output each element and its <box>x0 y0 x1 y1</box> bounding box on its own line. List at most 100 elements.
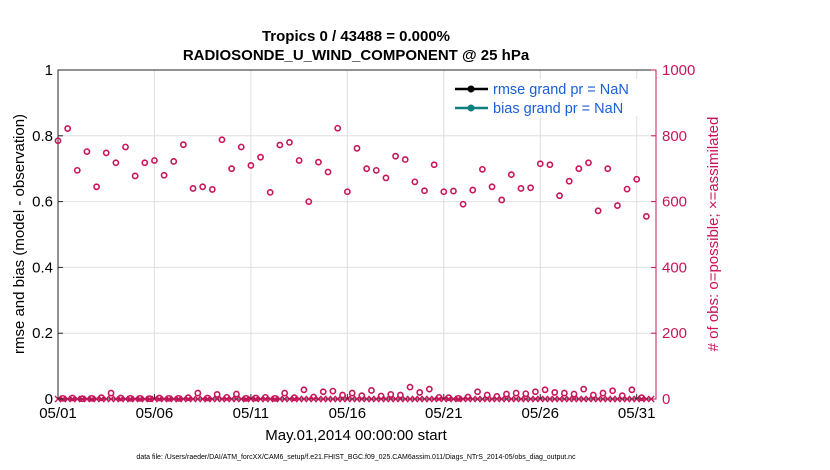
possible-point <box>416 389 424 396</box>
legend-bias-marker <box>467 104 475 112</box>
possible-point <box>570 390 578 398</box>
legend-bias-label: bias grand pr = NaN <box>493 101 623 117</box>
possible-point <box>541 386 549 394</box>
data-marks <box>54 124 655 403</box>
possible-point <box>614 202 621 209</box>
possible-point <box>228 165 236 173</box>
y-axis-label-left: rmse and bias (model - observation) <box>11 114 28 354</box>
possible-point <box>556 192 563 200</box>
possible-point <box>343 188 351 196</box>
y-tick-label-left: 0 <box>45 391 53 408</box>
possible-point <box>93 183 100 191</box>
possible-point <box>623 185 631 193</box>
possible-point <box>546 161 554 169</box>
y-tick-label-right: 600 <box>662 194 687 211</box>
possible-point <box>175 394 182 402</box>
footer-data-file: data file: /Users/raeder/DAI/ATM_forcXX/… <box>136 454 576 461</box>
possible-point <box>522 390 530 398</box>
possible-point <box>112 159 120 167</box>
possible-point <box>585 159 592 167</box>
possible-point <box>319 388 327 396</box>
possible-point <box>141 159 149 167</box>
possible-point <box>117 394 125 402</box>
possible-point <box>218 136 226 144</box>
possible-point <box>478 165 486 173</box>
possible-point <box>527 184 535 192</box>
possible-point <box>146 395 154 403</box>
possible-point <box>411 178 419 186</box>
possible-point <box>474 388 481 396</box>
possible-point <box>401 156 409 163</box>
possible-point <box>551 389 559 396</box>
x-tick-label: 05/11 <box>233 405 269 422</box>
possible-point <box>155 394 163 402</box>
y-tick-label-left: 0.4 <box>32 259 53 276</box>
possible-point <box>604 165 612 173</box>
x-tick-label: 05/16 <box>329 405 367 422</box>
possible-point <box>580 385 588 393</box>
axis-ticks: 05/01 05/06 05/11 05/16 05/21 05/26 05/31 0 0.2 0… <box>32 62 695 422</box>
possible-point <box>300 386 308 394</box>
y-axis-label-right: # of obs: o=possible; ×=assimilated <box>705 117 722 352</box>
x-tick-label: 05/26 <box>521 405 559 422</box>
y-tick-label-right: 200 <box>662 325 687 342</box>
x-tick-label: 05/01 <box>39 405 77 422</box>
possible-point <box>151 157 158 164</box>
possible-point <box>368 387 375 394</box>
possible-point <box>271 394 279 402</box>
chart-title-line1: Tropics 0 / 43488 = 0.000% <box>262 28 450 45</box>
possible-point <box>199 183 207 191</box>
possible-point <box>507 171 515 179</box>
possible-point <box>102 149 110 157</box>
possible-point <box>454 394 462 402</box>
possible-point <box>372 166 380 174</box>
possible-point <box>517 185 525 192</box>
x-axis-label: May.01,2014 00:00:00 start <box>265 427 447 444</box>
x-tick-label: 05/21 <box>425 405 463 422</box>
possible-point <box>257 153 264 161</box>
possible-point <box>633 175 641 183</box>
possible-point <box>532 388 539 396</box>
possible-point <box>189 185 197 192</box>
possible-point <box>107 389 115 397</box>
x-tick-label: 05/06 <box>136 405 174 422</box>
possible-point <box>122 143 129 151</box>
y-tick-label-right: 800 <box>662 128 687 145</box>
possible-point <box>54 137 62 145</box>
possible-point <box>266 188 274 196</box>
possible-point <box>160 171 168 179</box>
possible-point <box>83 148 91 155</box>
possible-point <box>281 389 289 397</box>
possible-point <box>397 391 404 399</box>
y-tick-label-left: 0.2 <box>32 325 53 342</box>
possible-point <box>512 389 520 397</box>
possible-point <box>329 387 337 395</box>
y-tick-label-right: 400 <box>662 259 687 276</box>
possible-point <box>276 141 284 149</box>
possible-point <box>406 383 414 391</box>
possible-point <box>237 143 245 151</box>
possible-point <box>348 389 356 397</box>
possible-point <box>642 213 650 220</box>
possible-point <box>334 124 342 132</box>
y-tick-label-left: 0.6 <box>32 194 53 211</box>
legend-rmse-marker <box>467 85 475 93</box>
y-tick-label-left: 0.8 <box>32 128 53 145</box>
possible-point <box>208 186 216 193</box>
possible-point <box>363 165 371 173</box>
possible-point <box>286 138 293 146</box>
possible-point <box>488 183 496 191</box>
possible-point <box>165 394 173 402</box>
possible-point <box>305 198 313 205</box>
possible-point <box>382 174 390 182</box>
legend: rmse grand pr = NaN bias grand pr = NaN <box>451 79 648 117</box>
possible-point <box>233 390 240 398</box>
legend-box <box>451 79 648 116</box>
possible-point <box>136 394 144 402</box>
possible-point <box>295 157 303 164</box>
possible-point <box>459 200 467 208</box>
possible-point <box>536 160 544 168</box>
possible-point <box>242 394 250 402</box>
x-tick-label: 05/31 <box>618 405 656 422</box>
